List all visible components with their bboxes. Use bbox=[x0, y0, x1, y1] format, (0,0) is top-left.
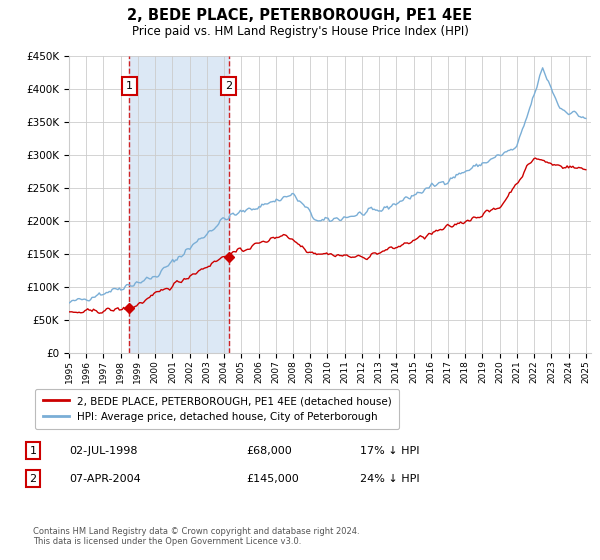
Bar bbox=[129, 56, 229, 353]
Text: 2: 2 bbox=[29, 474, 37, 484]
Text: £68,000: £68,000 bbox=[246, 446, 292, 456]
Text: £145,000: £145,000 bbox=[246, 474, 299, 484]
Text: 24% ↓ HPI: 24% ↓ HPI bbox=[360, 474, 419, 484]
Text: 1: 1 bbox=[29, 446, 37, 456]
Text: Contains HM Land Registry data © Crown copyright and database right 2024.
This d: Contains HM Land Registry data © Crown c… bbox=[33, 526, 359, 546]
Text: 2: 2 bbox=[225, 81, 232, 91]
Text: 07-APR-2004: 07-APR-2004 bbox=[69, 474, 141, 484]
Legend: 2, BEDE PLACE, PETERBOROUGH, PE1 4EE (detached house), HPI: Average price, detac: 2, BEDE PLACE, PETERBOROUGH, PE1 4EE (de… bbox=[35, 389, 399, 429]
Text: 02-JUL-1998: 02-JUL-1998 bbox=[69, 446, 137, 456]
Text: Price paid vs. HM Land Registry's House Price Index (HPI): Price paid vs. HM Land Registry's House … bbox=[131, 25, 469, 38]
Text: 1: 1 bbox=[126, 81, 133, 91]
Text: 17% ↓ HPI: 17% ↓ HPI bbox=[360, 446, 419, 456]
Text: 2, BEDE PLACE, PETERBOROUGH, PE1 4EE: 2, BEDE PLACE, PETERBOROUGH, PE1 4EE bbox=[127, 8, 473, 24]
